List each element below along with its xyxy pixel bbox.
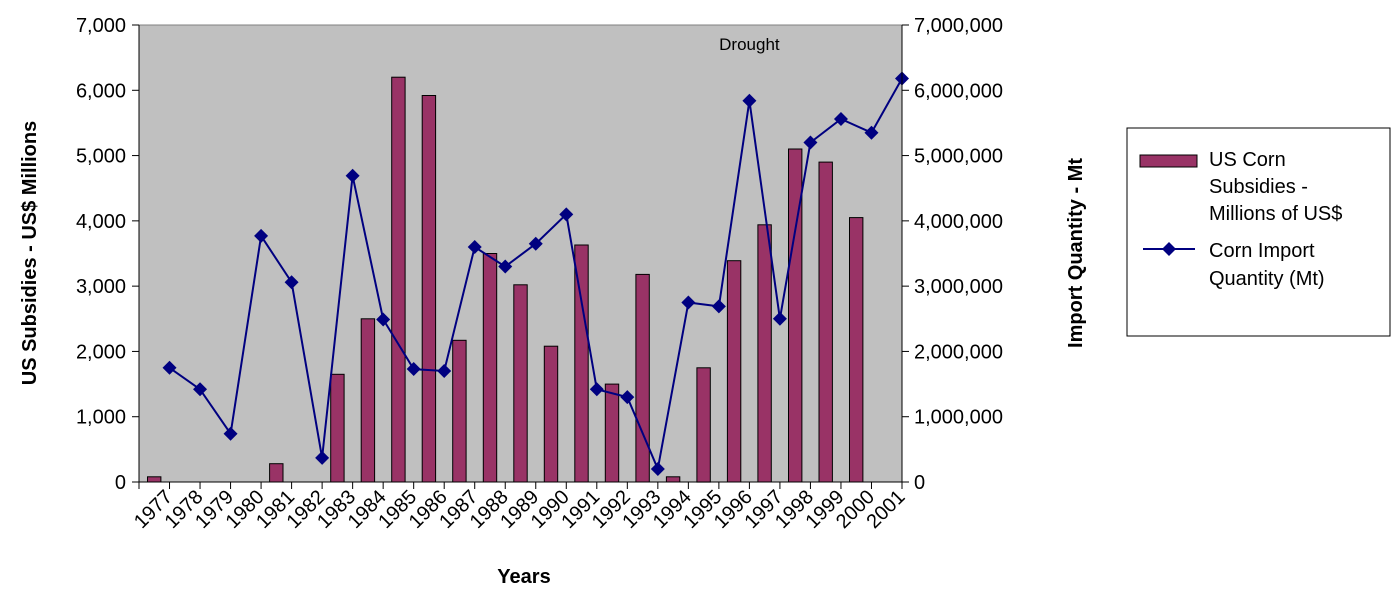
bar-1996 <box>726 260 742 483</box>
bar-1986 <box>421 95 437 483</box>
y-tick-label: 3,000 <box>76 276 126 298</box>
bar-1989 <box>513 284 528 483</box>
y-tick-label: 0 <box>115 472 126 494</box>
y2-tick-label: 1,000,000 <box>914 407 1003 429</box>
legend-label-subsidies: US Corn <box>1209 149 1286 171</box>
import-point-1982 <box>315 450 330 465</box>
import-point-1996 <box>742 93 757 108</box>
drought-annotation: Drought <box>719 35 780 54</box>
y2-tick-label: 5,000,000 <box>914 146 1003 168</box>
bar-1983 <box>330 373 345 483</box>
import-point-1977 <box>162 360 177 375</box>
y-tick-label: 5,000 <box>76 146 126 168</box>
import-point-1997 <box>772 311 787 326</box>
bar-1994 <box>665 476 681 483</box>
bar-1984 <box>360 318 376 483</box>
y2-axis-title: Import Quantity - Mt <box>1065 158 1087 348</box>
import-point-1991 <box>589 382 604 397</box>
import-point-1983 <box>345 168 360 183</box>
bar-1987 <box>452 339 467 483</box>
y2-tick-label: 2,000,000 <box>914 341 1003 363</box>
import-point-1990 <box>559 207 574 222</box>
import-point-1992 <box>620 390 635 405</box>
bar-1985 <box>391 76 406 483</box>
import-point-2000 <box>864 125 879 140</box>
y-tick-label: 6,000 <box>76 80 126 102</box>
y-tick-label: 2,000 <box>76 341 126 363</box>
bar-1988 <box>482 253 498 483</box>
import-point-1984 <box>376 312 391 327</box>
bar-1981 <box>269 463 284 483</box>
import-point-1989 <box>528 236 543 251</box>
import-point-1999 <box>833 112 848 127</box>
line-layer <box>162 71 909 476</box>
axes-layer <box>138 25 903 483</box>
y-tick-label: 4,000 <box>76 211 126 233</box>
legend-label-subsidies-2: Subsidies - <box>1209 176 1308 198</box>
import-point-1987 <box>467 239 482 254</box>
import-point-1979 <box>223 426 238 441</box>
legend-label-subsidies-3: Millions of US$ <box>1209 203 1342 225</box>
bar-1997 <box>757 224 772 483</box>
legend: US Corn Subsidies - Millions of US$ Corn… <box>1126 127 1391 337</box>
y2-tick-label: 3,000,000 <box>914 276 1003 298</box>
import-point-1981 <box>284 275 299 290</box>
legend-marker-icon <box>1162 242 1176 256</box>
import-point-1998 <box>803 135 818 150</box>
legend-label-imports: Corn Import <box>1209 240 1315 262</box>
import-point-1988 <box>498 259 513 274</box>
y-tick-label: 1,000 <box>76 407 126 429</box>
import-point-1986 <box>437 364 452 379</box>
import-point-1985 <box>406 362 421 377</box>
bar-1992 <box>604 383 620 483</box>
legend-label-imports-2: Quantity (Mt) <box>1209 268 1325 290</box>
import-point-1995 <box>711 299 726 314</box>
y2-tick-label: 0 <box>914 472 925 494</box>
import-point-1978 <box>193 382 208 397</box>
import-point-1980 <box>254 228 269 243</box>
y2-tick-label: 4,000,000 <box>914 211 1003 233</box>
bars-layer <box>147 76 864 483</box>
bar-1993 <box>635 273 650 483</box>
y2-tick-label: 6,000,000 <box>914 80 1003 102</box>
bar-1991 <box>574 244 589 483</box>
bar-1990 <box>543 345 559 483</box>
bar-1977 <box>147 476 162 483</box>
y-tick-label: 7,000 <box>76 15 126 37</box>
bar-1995 <box>696 367 711 483</box>
y-axis-title: US Subsidies - US$ Millions <box>19 121 41 386</box>
bar-2000 <box>849 217 864 483</box>
import-point-1993 <box>650 461 665 476</box>
y2-tick-label: 7,000,000 <box>914 15 1003 37</box>
legend-bar-swatch <box>1139 154 1198 168</box>
ticks-layer: 0 1,000 2,000 3,000 4,000 5,000 6,000 7,000 0 1,0… <box>76 15 1003 533</box>
x-axis-title: Years <box>497 566 550 588</box>
import-point-1994 <box>681 295 696 310</box>
bar-1999 <box>818 161 833 483</box>
